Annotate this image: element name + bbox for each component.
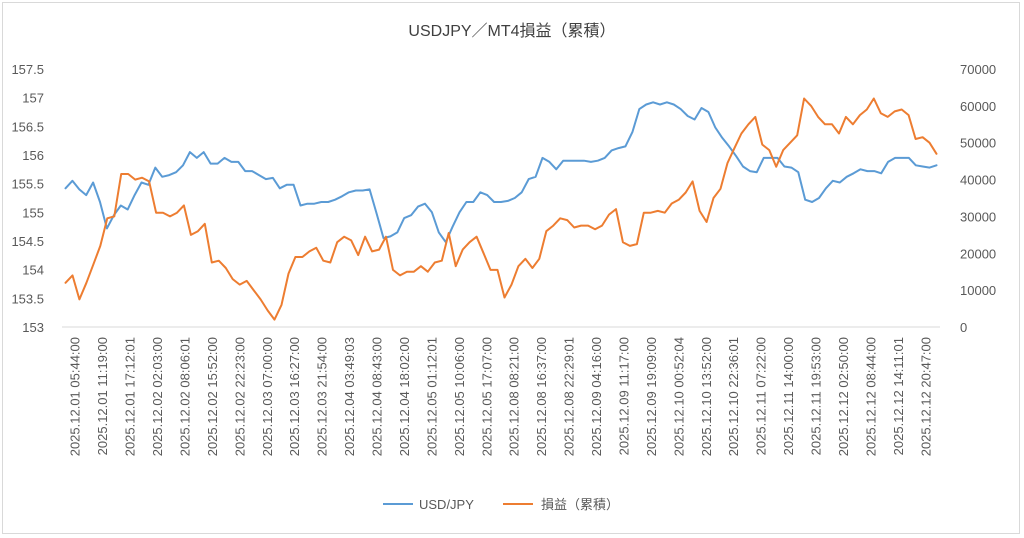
x-tick-label: 2025.12.05 17:07:00 bbox=[479, 337, 494, 456]
x-tick-label: 2025.12.02 15:52:00 bbox=[205, 337, 220, 456]
y-left-tick-label: 153.5 bbox=[11, 291, 44, 306]
x-tick-label: 2025.12.02 08:06:01 bbox=[177, 337, 192, 456]
y-left-tick-label: 156 bbox=[22, 148, 44, 163]
x-tick-label: 2025.12.02 22:23:00 bbox=[232, 337, 247, 456]
y-left-tick-label: 153 bbox=[22, 320, 44, 335]
x-tick-label: 2025.12.09 04:16:00 bbox=[589, 337, 604, 456]
x-tick-label: 2025.12.11 14:00:00 bbox=[781, 337, 796, 455]
y-right-tick-label: 20000 bbox=[960, 246, 996, 261]
x-tick-label: 2025.12.05 10:06:00 bbox=[452, 337, 467, 456]
y-right-tick-label: 30000 bbox=[960, 209, 996, 224]
legend: USD/JPY 損益（累積） bbox=[383, 497, 619, 512]
x-axis: 2025.12.01 05:44:00 2025.12.01 11:19:00 20… bbox=[68, 337, 934, 456]
x-tick-label: 2025.12.12 14:11:01 bbox=[891, 337, 906, 455]
y-left-tick-label: 154 bbox=[22, 263, 44, 278]
x-tick-label: 2025.12.01 11:19:00 bbox=[95, 337, 110, 455]
series-line-pnl bbox=[64, 97, 938, 321]
y-left-tick-label: 154.5 bbox=[11, 234, 44, 249]
y-left-tick-label: 156.5 bbox=[11, 119, 44, 134]
x-tick-label: 2025.12.09 19:09:00 bbox=[644, 337, 659, 456]
series-layer bbox=[64, 97, 938, 321]
x-tick-label: 2025.12.01 05:44:00 bbox=[68, 337, 83, 456]
x-tick-label: 2025.12.03 21:54:00 bbox=[315, 337, 330, 456]
x-tick-label: 2025.12.04 18:02:00 bbox=[397, 337, 412, 456]
y-left-tick-label: 157.5 bbox=[11, 62, 44, 77]
x-tick-label: 2025.12.11 07:22:00 bbox=[754, 337, 769, 455]
x-tick-label: 2025.12.10 00:52:04 bbox=[671, 337, 686, 456]
y-right-tick-label: 50000 bbox=[960, 136, 996, 151]
y-left-tick-label: 155.5 bbox=[11, 177, 44, 192]
y-right-tick-label: 40000 bbox=[960, 173, 996, 188]
y-axis-left: 157.5 157 156.5 156 155.5 155 154.5 154 153.5 153 bbox=[11, 62, 44, 335]
chart-title: USDJPY／MT4損益（累積） bbox=[408, 22, 615, 40]
series-line-usdjpy bbox=[64, 101, 938, 244]
x-tick-label: 2025.12.12 08:44:00 bbox=[863, 337, 878, 456]
x-tick-label: 2025.12.04 03:49:03 bbox=[342, 337, 357, 456]
x-tick-label: 2025.12.11 19:53:00 bbox=[809, 337, 824, 455]
x-tick-label: 2025.12.12 20:47:00 bbox=[918, 337, 933, 456]
legend-label-pnl: 損益（累積） bbox=[541, 497, 619, 512]
y-right-tick-label: 10000 bbox=[960, 283, 996, 298]
x-tick-label: 2025.12.08 16:37:00 bbox=[534, 337, 549, 456]
y-left-tick-label: 155 bbox=[22, 205, 44, 220]
x-tick-label: 2025.12.02 02:03:00 bbox=[150, 337, 165, 456]
y-right-tick-label: 60000 bbox=[960, 99, 996, 114]
x-tick-label: 2025.12.03 16:27:00 bbox=[287, 337, 302, 456]
x-tick-label: 2025.12.01 17:12:01 bbox=[123, 337, 138, 456]
y-right-tick-label: 70000 bbox=[960, 62, 996, 77]
x-tick-label: 2025.12.08 08:21:00 bbox=[507, 337, 522, 456]
x-tick-label: 2025.12.10 22:36:01 bbox=[726, 337, 741, 456]
x-tick-label: 2025.12.12 02:50:00 bbox=[836, 337, 851, 456]
x-tick-label: 2025.12.09 11:17:00 bbox=[616, 337, 631, 455]
x-tick-label: 2025.12.05 01:12:01 bbox=[424, 337, 439, 456]
x-tick-label: 2025.12.10 13:52:00 bbox=[699, 337, 714, 456]
y-axis-right: 70000 60000 50000 40000 30000 20000 10000 0 bbox=[960, 62, 996, 335]
x-tick-label: 2025.12.03 07:00:00 bbox=[260, 337, 275, 456]
y-right-tick-label: 0 bbox=[960, 320, 967, 335]
legend-label-usdjpy: USD/JPY bbox=[419, 497, 474, 512]
y-left-tick-label: 157 bbox=[22, 91, 44, 106]
x-tick-label: 2025.12.08 22:29:01 bbox=[562, 337, 577, 456]
x-tick-label: 2025.12.04 08:43:00 bbox=[370, 337, 385, 456]
